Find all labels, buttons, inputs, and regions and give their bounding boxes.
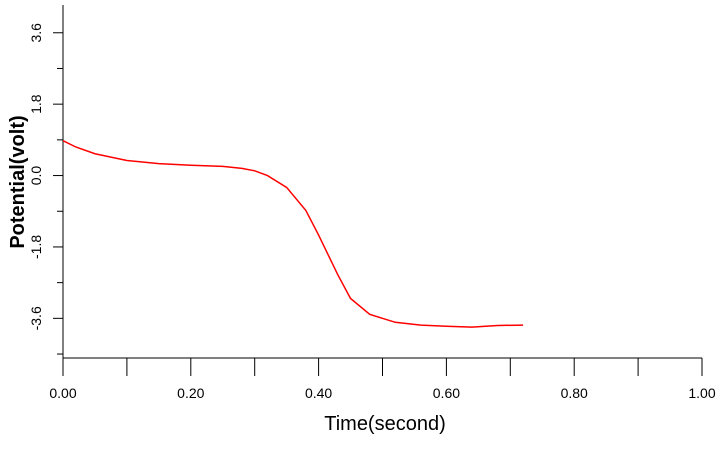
x-axis-title: Time(second) [324, 413, 446, 435]
x-tick-label: 0.00 [49, 385, 76, 401]
y-tick-label: 1.8 [28, 94, 44, 114]
y-tick-label: 3.6 [28, 23, 44, 43]
y-axis-title: Potential(volt) [7, 115, 29, 248]
y-tick-label: -1.8 [28, 235, 44, 259]
x-tick-label: 1.00 [688, 385, 715, 401]
x-tick-label: 0.80 [561, 385, 588, 401]
data-line [62, 139, 524, 328]
y-tick-label: 0.0 [28, 166, 44, 186]
y-tick-label: -3.6 [28, 306, 44, 330]
x-tick-label: 0.20 [177, 385, 204, 401]
x-tick-label: 0.40 [305, 385, 332, 401]
x-tick-label: 0.60 [433, 385, 460, 401]
